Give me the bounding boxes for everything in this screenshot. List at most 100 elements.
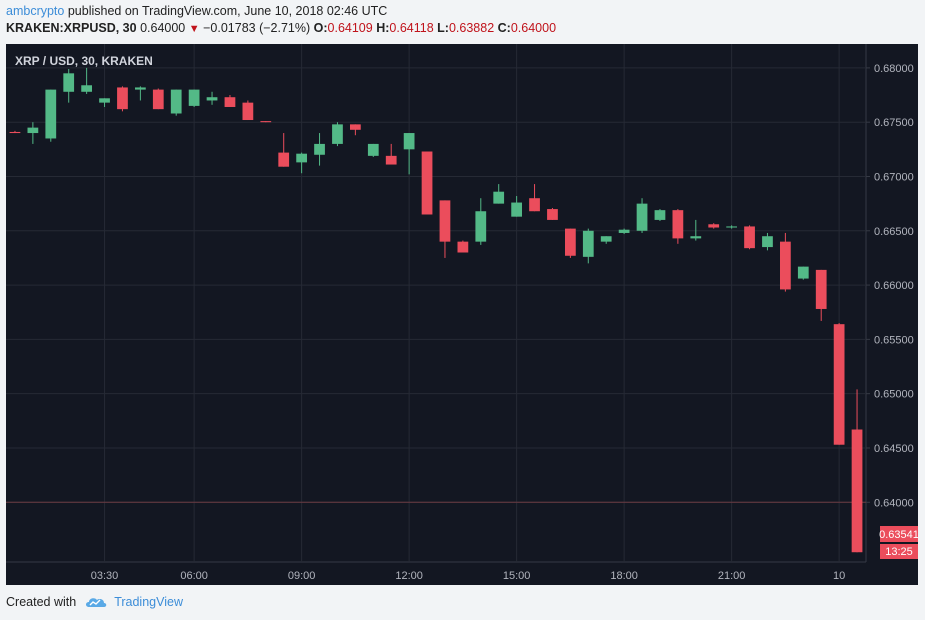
candle-up (618, 228, 630, 235)
candle-body (9, 131, 21, 134)
candle-up (332, 122, 343, 147)
open-value: 0.64109 (327, 21, 373, 35)
x-tick-label: 15:00 (503, 570, 531, 582)
candle-down (565, 228, 576, 258)
time-axis[interactable]: 03:30 06:00 09:00 12:00 15:00 18:00 21:00 10 (91, 570, 845, 582)
tradingview-link[interactable]: TradingView (114, 595, 183, 609)
y-tick-label: 0.65500 (874, 334, 914, 346)
candle-up (81, 67, 92, 94)
created-with-text: Created with (6, 595, 77, 609)
candle-body (493, 191, 505, 204)
candle-body (690, 236, 702, 239)
candle-down (421, 151, 433, 215)
candle-body (296, 153, 307, 163)
candle-down (242, 100, 254, 121)
high-value: 0.64118 (389, 21, 434, 35)
close-value: 0.64000 (510, 21, 557, 35)
candle-down (224, 95, 236, 107)
candle-body (582, 230, 594, 257)
candle-down (278, 133, 290, 167)
candle-up (600, 236, 612, 244)
author-link[interactable]: ambcrypto (6, 4, 65, 18)
x-tick-label: 03:30 (91, 570, 119, 582)
candle-body (636, 203, 648, 231)
candle-down (547, 207, 558, 220)
candle-down (9, 130, 21, 134)
candle-up (582, 228, 594, 264)
candle-up (403, 133, 415, 175)
candle-down (350, 124, 361, 136)
tradingview-cloud-icon (86, 598, 107, 607)
high-label: H: (376, 21, 390, 35)
candle-up (99, 98, 110, 107)
candle-up (654, 209, 666, 222)
candle-down (117, 86, 128, 112)
candle-body (654, 210, 666, 220)
candle-down (529, 184, 540, 212)
candle-body (188, 89, 200, 106)
countdown-badge-bg (880, 544, 918, 559)
candle-body (260, 121, 272, 123)
candle-body (152, 89, 164, 110)
candle-body (206, 97, 218, 101)
price-axis[interactable]: 0.68000 0.67500 0.67000 0.66500 0.66000 0.655… (866, 63, 914, 509)
candle-body (439, 200, 451, 242)
candle-up (690, 219, 702, 241)
publish-line: ambcrypto published on TradingView.com, … (6, 4, 387, 18)
x-tick-label: 10 (833, 570, 845, 582)
down-arrow-icon: ▼ (188, 23, 200, 35)
candle-up (135, 86, 146, 101)
candle-body (833, 324, 845, 445)
candle-body (851, 429, 863, 553)
y-tick-label: 0.65000 (874, 389, 914, 401)
candle-body (27, 127, 39, 134)
chart-background (6, 44, 866, 585)
x-tick-label: 06:00 (180, 570, 208, 582)
x-tick-label: 12:00 (395, 570, 423, 582)
y-tick-label: 0.68000 (874, 63, 914, 75)
chart-title: XRP / USD, 30, KRAKEN (15, 54, 153, 68)
candle-up (726, 225, 737, 229)
candle-body (117, 87, 128, 110)
candlestick-chart[interactable]: 0.68000 0.67500 0.67000 0.66500 0.66000 0.655… (6, 44, 918, 585)
countdown-badge-text: 13:25 (885, 546, 913, 558)
candle-down (851, 389, 863, 553)
last-price-badge-text: 0.63541 (879, 529, 918, 541)
candle-body (278, 152, 290, 167)
candle-body (618, 229, 630, 233)
candle-up (296, 152, 307, 174)
candle-body (170, 89, 182, 114)
last-price-badge-bg (880, 526, 918, 542)
candle-body (45, 89, 57, 139)
candle-body (762, 236, 773, 248)
y-tick-label: 0.67500 (874, 117, 914, 129)
candle-body (565, 228, 576, 256)
last-price-badge: 0.63541 13:25 (879, 526, 918, 559)
candle-body (314, 143, 325, 155)
candle-body (511, 202, 522, 217)
low-label: L: (437, 21, 449, 35)
candle-down (708, 223, 720, 229)
y-tick-label: 0.66500 (874, 226, 914, 238)
candle-body (726, 226, 737, 228)
candle-body (403, 133, 415, 150)
y-tick-label: 0.64500 (874, 443, 914, 455)
y-tick-label: 0.67000 (874, 171, 914, 183)
candle-up (45, 89, 57, 142)
candle-down (439, 200, 451, 258)
candle-up (636, 198, 648, 233)
candle-up (63, 68, 75, 103)
candle-up (188, 89, 200, 107)
footer: Created with TradingView (6, 595, 183, 609)
candle-down (260, 121, 272, 123)
candle-up (314, 133, 325, 166)
candle-body (367, 143, 379, 156)
candle-down (744, 225, 755, 250)
candle-body (385, 155, 397, 165)
candle-down (780, 232, 791, 292)
symbol-line: KRAKEN:XRPUSD, 30 0.64000 ▼ −0.01783 (−2… (6, 21, 556, 35)
candle-up (170, 89, 182, 116)
candle-up (511, 196, 522, 217)
candle-body (135, 87, 146, 90)
candle-body (421, 151, 433, 215)
